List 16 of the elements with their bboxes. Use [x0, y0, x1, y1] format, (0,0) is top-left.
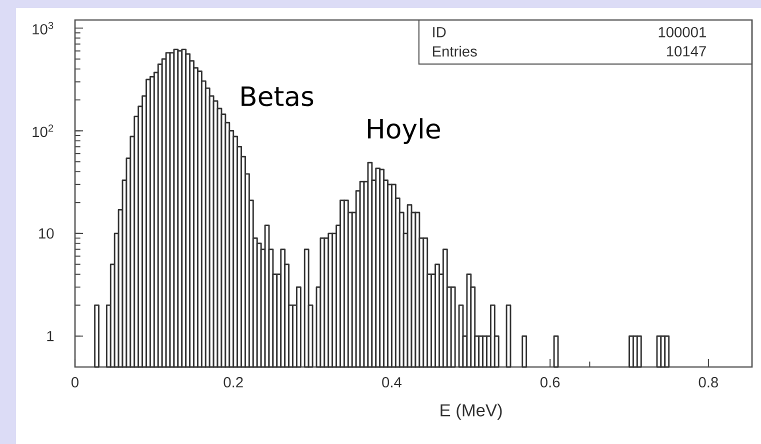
x-tick-label: 0.4: [382, 377, 402, 388]
y-tick-label: 1: [47, 331, 54, 342]
y-tick-label: 10$^{2}$: [32, 124, 54, 138]
annotation: 10147: [666, 46, 706, 56]
x-tick-label: 0.2: [224, 377, 243, 388]
y-tick-label: 10$^{3}$: [32, 22, 54, 34]
y-tick-label: 10: [39, 228, 54, 239]
x-tick-label: 0: [71, 377, 78, 388]
x-tick-label: 0.6: [540, 377, 560, 388]
annotation: 100001: [658, 26, 706, 38]
x-tick-label: 0.8: [698, 377, 718, 388]
annotation: Hoyle: [368, 118, 440, 144]
annotation: ID: [433, 27, 446, 38]
x-axis-title: E (MeV): [440, 404, 502, 420]
annotation: Entries: [432, 46, 477, 57]
annotation: Betas: [242, 86, 314, 106]
